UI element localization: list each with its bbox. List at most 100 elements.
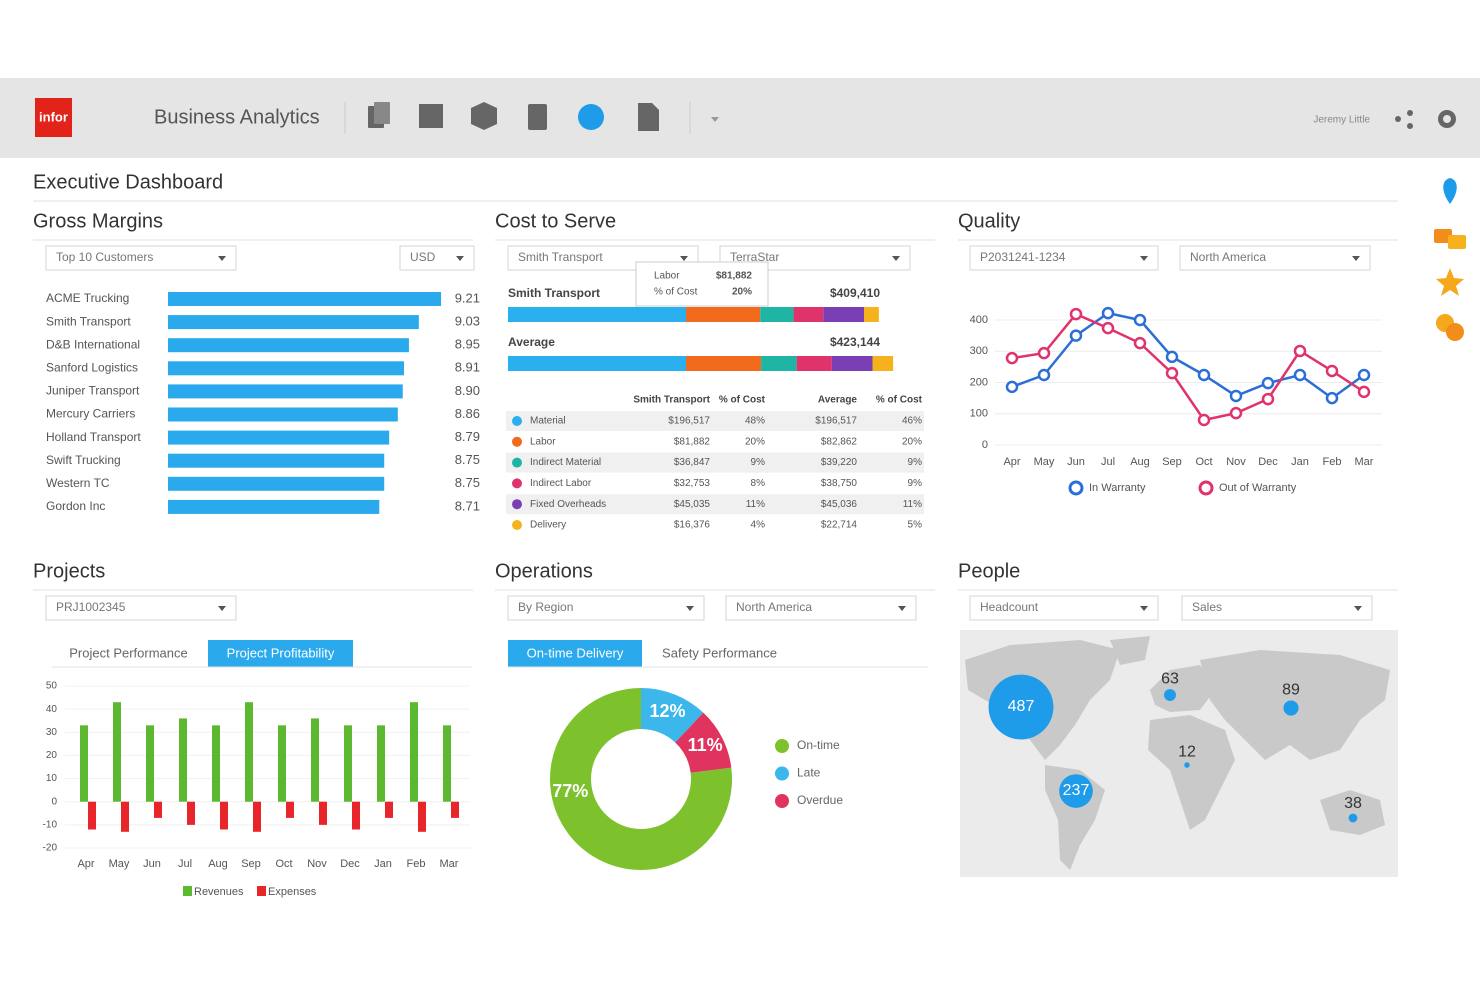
bar — [385, 801, 393, 818]
table-header: Smith Transport — [633, 395, 710, 406]
bubble-label: 38 — [1344, 795, 1362, 812]
bar — [168, 338, 409, 353]
donut-slice — [675, 712, 732, 773]
bar-segment — [796, 356, 832, 371]
x-tick-label: Aug — [208, 858, 228, 870]
logo[interactable] — [35, 98, 72, 137]
bubble[interactable] — [988, 674, 1054, 740]
bubble[interactable] — [1348, 813, 1358, 823]
tab-active-label[interactable]: Project Profitability — [227, 645, 335, 660]
icon-factory[interactable] — [419, 104, 443, 128]
tab-label[interactable]: Project Performance — [69, 645, 188, 660]
tab-active[interactable] — [208, 640, 353, 667]
bar-segment — [823, 307, 865, 322]
dropdown-value: Top 10 Customers — [56, 250, 153, 264]
dropdown[interactable] — [45, 245, 237, 271]
x-tick-label: Apr — [1003, 456, 1020, 468]
greenland — [1110, 636, 1150, 665]
bubble[interactable] — [1283, 700, 1299, 716]
bar — [121, 801, 129, 832]
icon-dollar[interactable] — [528, 104, 547, 130]
x-tick-label: Nov — [1226, 456, 1246, 468]
icon-document[interactable] — [638, 103, 659, 131]
dropdown[interactable] — [1181, 595, 1373, 621]
table-cell: 9% — [751, 457, 766, 468]
bar-segment — [686, 356, 762, 371]
tab-active[interactable] — [508, 640, 642, 667]
bar-label: Smith Transport — [508, 286, 600, 300]
bar — [187, 801, 195, 825]
dropdown[interactable] — [1179, 245, 1371, 271]
dropdown[interactable] — [969, 595, 1159, 621]
legend-marker — [1198, 480, 1214, 496]
bar — [253, 801, 261, 832]
bar — [168, 315, 419, 330]
bubble[interactable] — [1059, 774, 1093, 808]
bar — [278, 725, 286, 802]
point — [1325, 391, 1339, 405]
bubble[interactable] — [1164, 689, 1176, 701]
table-cell: 46% — [902, 416, 922, 427]
y-tick-label: 40 — [46, 704, 58, 715]
category-label: D&B International — [46, 337, 140, 351]
point — [1325, 364, 1339, 378]
x-tick-label: Jan — [1291, 456, 1309, 468]
side-icons — [1434, 178, 1466, 341]
icon-analytics[interactable] — [578, 104, 604, 130]
point — [1005, 351, 1019, 365]
bar — [168, 361, 404, 376]
icon-location[interactable] — [1443, 178, 1457, 204]
table-cell: $36,847 — [674, 457, 711, 468]
dropdown[interactable] — [969, 245, 1159, 271]
legend-label: Indirect Labor — [530, 478, 592, 489]
bar — [245, 702, 253, 802]
dropdown[interactable] — [507, 595, 705, 621]
x-tick-label: Oct — [275, 858, 292, 870]
dropdown-value: P2031241-1234 — [980, 250, 1066, 264]
point — [1101, 321, 1115, 335]
bar-segment — [760, 307, 794, 322]
legend-label: Revenues — [194, 886, 244, 898]
bar — [418, 801, 426, 832]
icon-pages-back — [374, 102, 390, 124]
bar — [168, 292, 442, 306]
tab-label[interactable]: Safety Performance — [662, 645, 777, 660]
bar — [451, 801, 459, 818]
legend-dot — [775, 794, 789, 808]
table-cell: 11% — [903, 499, 922, 510]
legend-label: Overdue — [797, 793, 843, 807]
icon-share[interactable] — [1395, 116, 1401, 122]
x-tick-label: Nov — [307, 858, 327, 870]
dropdown[interactable] — [45, 595, 237, 621]
bar-segment — [508, 307, 687, 322]
tooltip-value: $81,882 — [716, 271, 753, 282]
dropdown[interactable] — [507, 245, 699, 271]
point — [1005, 380, 1019, 394]
legend-label: Indirect Material — [530, 457, 601, 468]
point — [1037, 346, 1051, 360]
y-tick-label: 200 — [970, 376, 988, 388]
legend-dot — [512, 436, 522, 447]
y-tick-label: 0 — [51, 796, 57, 807]
bar — [113, 702, 121, 802]
total-label: $423,144 — [830, 335, 880, 349]
table-cell: 8% — [751, 478, 766, 489]
bar — [80, 725, 88, 802]
line — [1011, 312, 1365, 422]
point — [1165, 366, 1179, 380]
user-name[interactable]: Jeremy Little — [1313, 115, 1370, 126]
bubble[interactable] — [1184, 762, 1190, 768]
icon-box[interactable] — [471, 102, 497, 130]
dropdown[interactable] — [725, 595, 917, 621]
tab-active-label[interactable]: On-time Delivery — [527, 645, 624, 660]
legend-label: Material — [530, 416, 566, 427]
dropdown-caret — [1140, 256, 1148, 261]
table-header: % of Cost — [876, 395, 923, 406]
category-label: Mercury Carriers — [46, 407, 135, 421]
icon-chat[interactable] — [1434, 229, 1452, 243]
icon-menu-caret[interactable] — [711, 117, 719, 122]
icon-settings-hole — [1443, 115, 1451, 123]
tooltip — [635, 261, 769, 307]
legend-marker — [1068, 480, 1084, 496]
icon-favorite[interactable] — [1436, 268, 1464, 296]
